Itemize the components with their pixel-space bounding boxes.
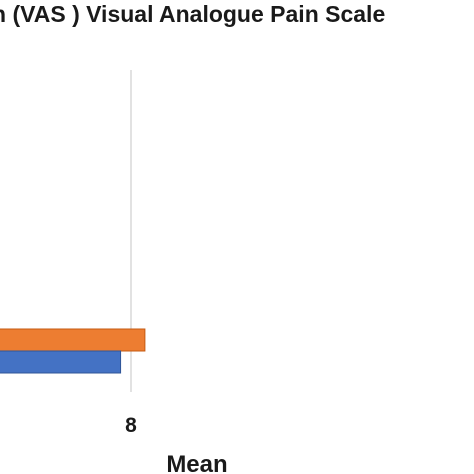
chart-title: n (VAS ) Visual Analogue Pain Scale: [0, 1, 385, 27]
x-axis-label: Mean: [166, 451, 227, 474]
bars: [0, 328, 146, 374]
x-axis-ticks: 468: [125, 414, 137, 437]
x-tick-label-8: 8: [125, 414, 137, 437]
bar-series-2-group-3: [0, 350, 122, 374]
bar-series-1-group-3: [0, 328, 146, 352]
